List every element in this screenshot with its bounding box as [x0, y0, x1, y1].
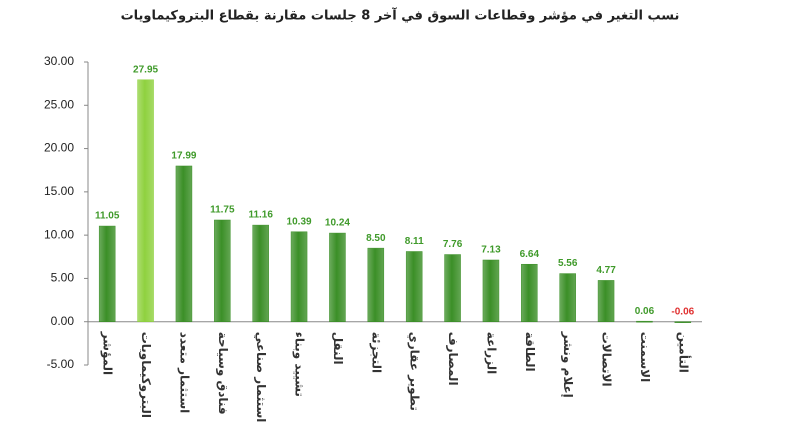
value-label: 8.11 — [405, 236, 424, 247]
x-tick-label: التأمين — [676, 332, 691, 373]
x-tick-label: تطوير عقاري — [407, 332, 422, 411]
y-tick-label: 5.00 — [51, 271, 75, 285]
x-tick-label: الاسمنت — [638, 332, 652, 383]
value-label: 11.16 — [248, 210, 273, 221]
y-tick-label: -5.00 — [47, 357, 75, 371]
x-tick-label: الطاقة — [523, 332, 537, 372]
value-label: 11.75 — [210, 205, 235, 216]
value-label: 4.77 — [596, 265, 616, 276]
y-tick-label: 20.00 — [44, 141, 74, 155]
bar — [636, 320, 653, 323]
bar — [367, 247, 385, 322]
y-tick-label: 30.00 — [44, 54, 74, 68]
bar — [98, 225, 116, 322]
x-tick-label: الزراعة — [484, 332, 498, 375]
x-tick-label: المصارف — [446, 332, 460, 386]
value-label: 10.39 — [287, 216, 312, 227]
x-tick-label: الاتصالات — [600, 332, 614, 387]
bar — [482, 259, 500, 322]
value-label: -0.06 — [671, 306, 694, 317]
bar — [137, 79, 154, 322]
bar — [252, 224, 269, 322]
x-tick-label: البتروكيماويات — [138, 332, 153, 418]
x-tick-label: فنادق وسياحة — [215, 332, 230, 415]
bar — [559, 273, 576, 322]
value-label: 0.06 — [635, 306, 655, 317]
bar — [674, 321, 692, 323]
x-tick-label: استثمار صناعي — [254, 332, 268, 423]
y-tick-label: 10.00 — [44, 227, 74, 241]
value-label: 27.95 — [133, 64, 158, 75]
y-tick-label: 0.00 — [51, 314, 75, 328]
bar — [290, 231, 308, 322]
value-label: 7.13 — [481, 245, 501, 256]
value-label: 17.99 — [171, 151, 196, 162]
x-tick-label: استثمار متعدد — [177, 332, 191, 414]
value-label: 6.64 — [520, 249, 540, 260]
value-label: 7.76 — [443, 239, 463, 250]
bar — [329, 232, 346, 322]
value-label: 5.56 — [558, 258, 578, 269]
x-tick-label: تشييد وبناء — [292, 332, 307, 397]
y-tick-label: 15.00 — [44, 184, 74, 198]
bar — [175, 165, 193, 322]
x-tick-label: المؤشر — [100, 331, 115, 375]
bar — [597, 280, 615, 322]
value-label: 8.50 — [366, 233, 386, 244]
x-tick-label: إعلام ونشر — [560, 331, 575, 398]
x-tick-label: النقل — [331, 332, 345, 365]
bar — [444, 254, 461, 322]
x-tick-label: التجزئة — [369, 332, 383, 373]
bar — [405, 251, 423, 322]
bar — [521, 263, 538, 322]
y-tick-label: 25.00 — [44, 97, 74, 111]
chart-title: نسب التغير في مؤشر وقطاعات السوق في آخر … — [121, 7, 680, 24]
bar — [214, 219, 231, 322]
value-label: 11.05 — [95, 211, 120, 222]
value-label: 10.24 — [325, 218, 350, 229]
